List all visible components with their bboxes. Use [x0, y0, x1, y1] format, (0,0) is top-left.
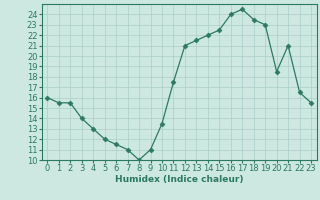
X-axis label: Humidex (Indice chaleur): Humidex (Indice chaleur) [115, 175, 244, 184]
